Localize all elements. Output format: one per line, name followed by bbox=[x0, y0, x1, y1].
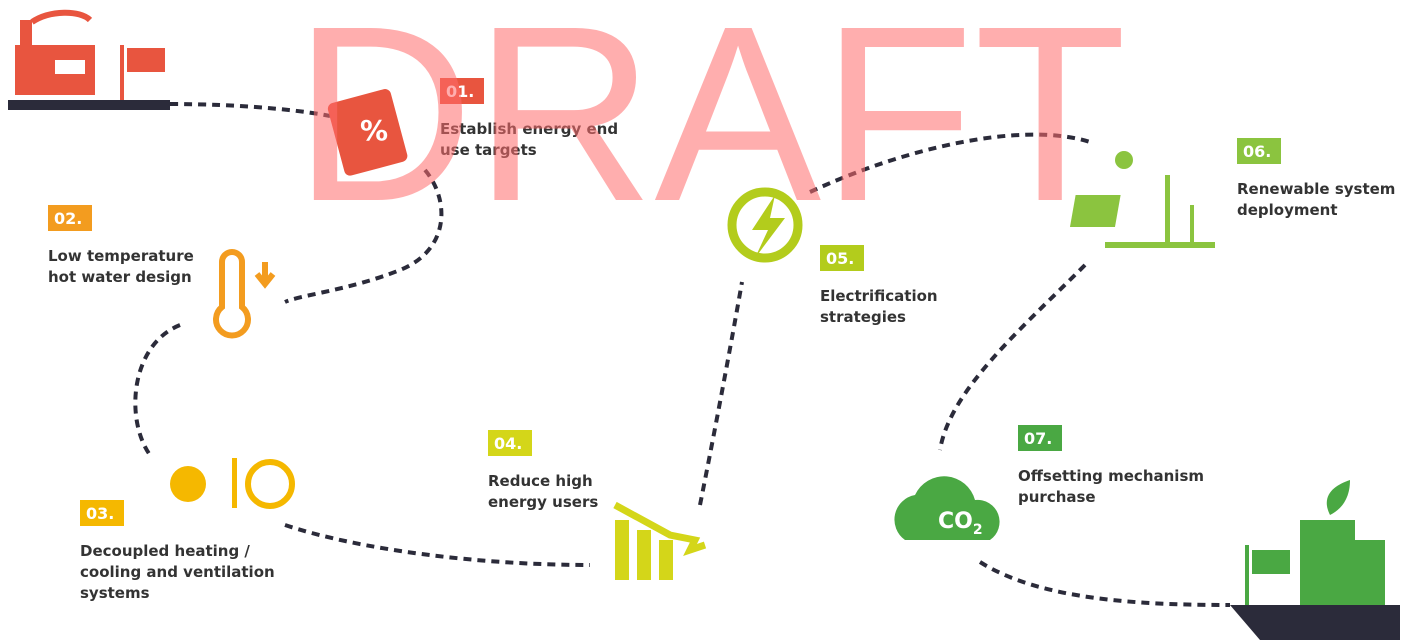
step-label: energy users bbox=[488, 493, 598, 511]
step-number: 06. bbox=[1243, 142, 1271, 161]
step-label: deployment bbox=[1237, 201, 1338, 219]
step-label: Reduce high bbox=[488, 472, 593, 490]
infographic: % CO2 01.Establish energy enduse targets… bbox=[0, 0, 1409, 644]
step-number: 04. bbox=[494, 434, 522, 453]
factory-icon bbox=[8, 13, 170, 110]
route bbox=[700, 282, 742, 505]
thermometer-icon bbox=[216, 252, 273, 335]
step-label: Decoupled heating / bbox=[80, 542, 250, 560]
step-label: systems bbox=[80, 584, 150, 602]
step-number: 03. bbox=[86, 504, 114, 523]
step-label: Renewable system bbox=[1237, 180, 1395, 198]
route bbox=[285, 525, 590, 565]
co2-icon: CO2 bbox=[894, 476, 999, 540]
step-label: hot water design bbox=[48, 268, 192, 286]
step-label: Offsetting mechanism bbox=[1018, 467, 1204, 485]
step-label: cooling and ventilation bbox=[80, 563, 275, 581]
step-label: strategies bbox=[820, 308, 906, 326]
step-label: Low temperature bbox=[48, 247, 194, 265]
step-label: purchase bbox=[1018, 488, 1096, 506]
fan-icon bbox=[170, 458, 292, 508]
step-label: Electrification bbox=[820, 287, 938, 305]
route bbox=[980, 562, 1230, 605]
route bbox=[135, 325, 180, 455]
route bbox=[940, 265, 1085, 450]
step-number: 02. bbox=[54, 209, 82, 228]
step-number: 07. bbox=[1024, 429, 1052, 448]
chart-down-icon bbox=[615, 505, 705, 580]
watermark: DRAFT bbox=[293, 0, 1126, 253]
building-icon bbox=[1230, 480, 1400, 640]
